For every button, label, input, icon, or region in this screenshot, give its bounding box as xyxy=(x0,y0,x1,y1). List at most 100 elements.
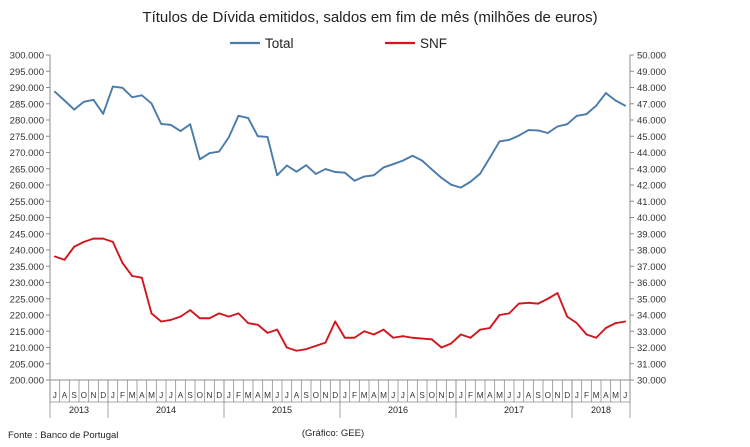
y-right-tick-label: 44.000 xyxy=(637,148,666,159)
x-tick-label: J xyxy=(227,391,231,400)
legend-label-snf: SNF xyxy=(420,36,447,51)
x-tick-label: M xyxy=(477,391,484,400)
y-left-tick-label: 240.000 xyxy=(10,246,44,257)
x-tick-label: A xyxy=(139,391,145,400)
x-tick-label: O xyxy=(197,391,203,400)
data-point-total xyxy=(450,183,453,186)
data-point-snf xyxy=(537,302,540,305)
x-tick-label: J xyxy=(53,391,57,400)
data-point-total xyxy=(92,98,95,101)
x-tick-label: A xyxy=(178,391,184,400)
x-tick-label: O xyxy=(429,391,435,400)
data-point-snf xyxy=(479,328,482,331)
data-point-total xyxy=(498,140,501,143)
y-left-tick-label: 205.000 xyxy=(10,359,44,370)
y-right-tick-label: 43.000 xyxy=(637,164,666,175)
y-left-tick-label: 230.000 xyxy=(10,278,44,289)
data-point-snf xyxy=(450,342,453,345)
x-tick-label: A xyxy=(62,391,68,400)
data-point-snf xyxy=(488,327,491,329)
x-tick-label: A xyxy=(526,391,532,400)
y-left-tick-label: 295.000 xyxy=(10,67,44,78)
x-tick-label: D xyxy=(332,391,338,400)
x-tick-label: J xyxy=(275,391,279,400)
data-point-snf xyxy=(566,315,569,318)
x-tick-label: F xyxy=(120,391,125,400)
data-point-snf xyxy=(498,314,501,316)
y-right-tick-label: 48.000 xyxy=(637,83,666,94)
x-tick-label: S xyxy=(419,391,425,400)
data-point-total xyxy=(508,138,511,141)
data-point-snf xyxy=(624,320,627,323)
data-point-total xyxy=(353,179,356,182)
data-point-total xyxy=(53,90,56,93)
y-right-tick-label: 39.000 xyxy=(637,229,666,240)
data-point-snf xyxy=(517,302,520,305)
data-point-snf xyxy=(131,275,134,277)
year-label: 2015 xyxy=(272,405,292,415)
data-point-total xyxy=(276,174,279,177)
y-left-tick-label: 265.000 xyxy=(10,164,44,175)
data-point-snf xyxy=(92,237,95,240)
data-point-total xyxy=(440,176,443,179)
x-tick-label: D xyxy=(216,391,222,400)
y-right-tick-label: 35.000 xyxy=(637,294,666,305)
data-point-snf xyxy=(189,309,192,312)
data-point-snf xyxy=(256,323,259,326)
x-tick-label: F xyxy=(468,391,473,400)
x-tick-label: M xyxy=(129,391,136,400)
x-tick-label: S xyxy=(187,391,193,400)
x-tick-label: A xyxy=(410,391,416,400)
data-point-snf xyxy=(198,317,201,320)
data-point-total xyxy=(372,174,375,177)
x-tick-label: M xyxy=(612,391,619,400)
x-tick-label: J xyxy=(343,391,347,400)
data-point-total xyxy=(479,172,482,175)
data-point-total xyxy=(527,129,530,131)
y-left-tick-label: 285.000 xyxy=(10,99,44,110)
data-point-snf xyxy=(179,315,182,318)
x-tick-label: J xyxy=(391,391,395,400)
data-point-total xyxy=(363,175,366,178)
data-point-total xyxy=(266,136,269,138)
year-label: 2018 xyxy=(591,405,611,415)
data-point-total xyxy=(150,102,153,105)
x-tick-label: F xyxy=(236,391,241,400)
data-point-total xyxy=(256,135,259,138)
data-point-total xyxy=(595,104,598,107)
x-tick-label: J xyxy=(285,391,289,400)
y-left-tick-label: 260.000 xyxy=(10,181,44,192)
x-tick-label: F xyxy=(352,391,357,400)
data-point-snf xyxy=(73,245,76,248)
data-point-total xyxy=(121,86,124,89)
y-left-tick-label: 225.000 xyxy=(10,294,44,305)
data-point-total xyxy=(189,123,192,126)
y-right-tick-label: 31.000 xyxy=(637,359,666,370)
legend-label-total: Total xyxy=(265,36,294,51)
y-right-tick-label: 40.000 xyxy=(637,213,666,224)
data-point-snf xyxy=(102,237,105,240)
data-point-total xyxy=(585,113,588,116)
data-point-total xyxy=(343,171,346,174)
data-point-snf xyxy=(247,322,250,325)
source-note: Fonte : Banco de Portugal xyxy=(8,430,118,441)
data-point-total xyxy=(334,171,337,173)
data-point-total xyxy=(160,123,163,125)
x-tick-label: M xyxy=(593,391,600,400)
data-point-snf xyxy=(266,331,269,334)
y-left-tick-label: 210.000 xyxy=(10,343,44,354)
chart-title: Títulos de Dívida emitidos, saldos em fi… xyxy=(142,9,597,26)
data-point-total xyxy=(63,99,66,102)
data-point-total xyxy=(179,130,182,132)
data-point-total xyxy=(218,150,221,153)
data-point-total xyxy=(469,180,472,183)
data-point-total xyxy=(556,125,559,128)
data-point-snf xyxy=(160,320,163,323)
x-tick-label: J xyxy=(401,391,405,400)
data-point-snf xyxy=(614,322,617,325)
x-tick-label: M xyxy=(245,391,252,400)
data-point-snf xyxy=(363,330,366,333)
data-point-snf xyxy=(121,262,124,264)
data-point-total xyxy=(392,163,395,166)
